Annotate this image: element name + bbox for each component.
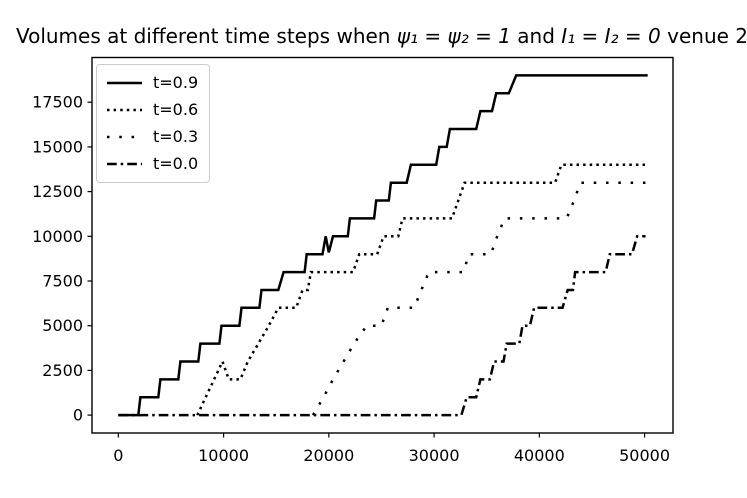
legend-line-solid-icon [107,81,142,85]
series-line-t=0.9 [118,74,648,417]
y-tick-label: 12500 [32,182,83,201]
legend-label: t=0.6 [153,100,199,119]
x-tick-label: 40000 [514,446,565,465]
series-line-t=0.6 [196,163,648,416]
legend: t=0.9 t=0.6 t=0.3 t=0.0 [96,64,211,183]
x-tick-label: 30000 [409,446,460,465]
title-and: and [510,24,562,48]
x-tick-label: 20000 [303,446,354,465]
title-math-psi: ψ₁ = ψ₂ = 1 [396,24,511,48]
legend-line-sparse-dotted-icon [107,135,142,139]
legend-label: t=0.0 [153,154,199,173]
title-venue: venue 2 [660,24,747,48]
legend-item-t09: t=0.9 [106,70,198,96]
y-tick-label: 17500 [32,93,83,112]
y-tick-label: 7500 [42,272,83,291]
legend-line-dotted-icon [107,108,142,112]
x-tick-label: 50000 [619,446,670,465]
y-tick-label: 2500 [42,361,83,380]
legend-item-t00: t=0.0 [106,151,198,177]
y-tick-label: 10000 [32,227,83,246]
title-math-i: I₁ = I₂ = 0 [561,24,661,48]
chart-title: Volumes at different time steps when ψ₁ … [16,24,747,48]
x-tick-label: 0 [113,446,123,465]
legend-item-t03: t=0.3 [106,124,198,150]
legend-line-dashdot-icon [107,162,142,166]
legend-item-t06: t=0.6 [106,97,198,123]
x-tick-label: 10000 [198,446,249,465]
title-text: Volumes at different time steps when [15,24,397,48]
legend-label: t=0.3 [153,127,199,146]
y-tick-label: 15000 [32,137,83,156]
y-tick-label: 0 [73,406,83,425]
legend-label: t=0.9 [153,73,199,92]
series-line-t=0.0 [118,235,646,417]
axes-frame [91,56,674,434]
y-tick-label: 5000 [42,316,83,335]
